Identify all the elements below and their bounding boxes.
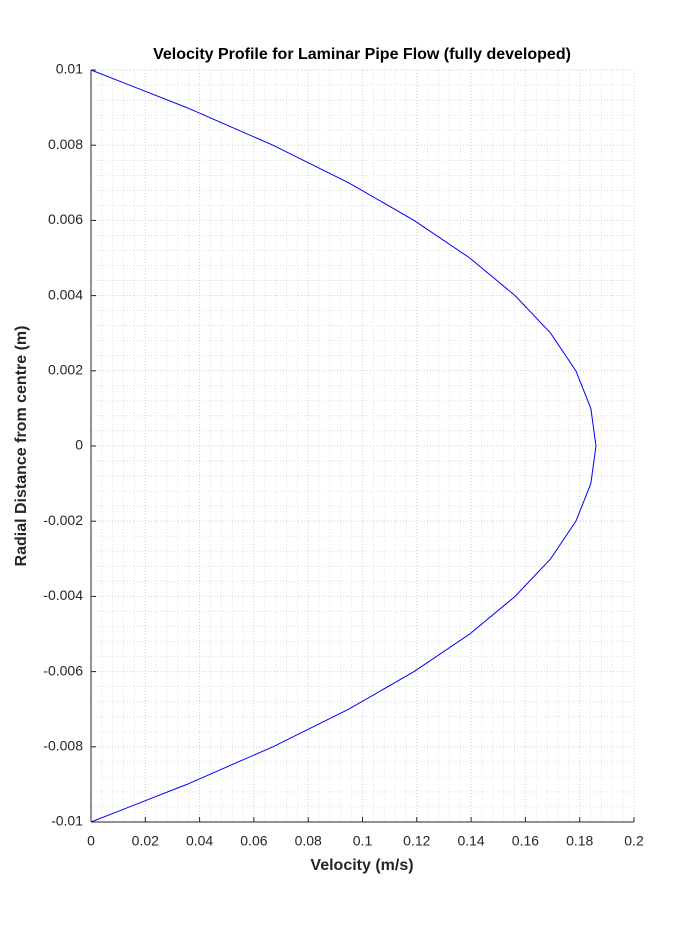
x-tick-label: 0.02 bbox=[132, 833, 159, 849]
y-axis-label: Radial Distance from centre (m) bbox=[13, 326, 30, 567]
x-tick-label: 0 bbox=[87, 833, 95, 849]
y-tick-label: 0.008 bbox=[48, 136, 83, 152]
x-tick-label: 0.2 bbox=[624, 833, 644, 849]
x-axis-label: Velocity (m/s) bbox=[310, 857, 413, 874]
y-tick-label: -0.008 bbox=[43, 738, 83, 754]
y-tick-label: 0 bbox=[75, 437, 83, 453]
x-tick-label: 0.18 bbox=[566, 833, 593, 849]
x-tick-label: 0.06 bbox=[240, 833, 267, 849]
y-tick-label: 0.002 bbox=[48, 362, 83, 378]
chart-title: Velocity Profile for Laminar Pipe Flow (… bbox=[153, 46, 571, 63]
data-line bbox=[90, 69, 597, 823]
x-tick-label: 0.16 bbox=[512, 833, 539, 849]
y-tick-label: 0.006 bbox=[48, 211, 83, 227]
y-tick-label: 0.01 bbox=[56, 61, 83, 77]
x-tick-label: 0.12 bbox=[403, 833, 430, 849]
y-tick-label: 0.004 bbox=[48, 286, 83, 302]
y-tick-label: -0.004 bbox=[43, 587, 83, 603]
x-tick-label: 0.08 bbox=[295, 833, 322, 849]
x-tick-label: 0.04 bbox=[186, 833, 213, 849]
x-tick-label: 0.1 bbox=[353, 833, 373, 849]
x-tick-label: 0.14 bbox=[457, 833, 484, 849]
y-tick-label: -0.01 bbox=[51, 813, 83, 829]
y-tick-label: -0.006 bbox=[43, 662, 83, 678]
y-tick-label: -0.002 bbox=[43, 512, 83, 528]
